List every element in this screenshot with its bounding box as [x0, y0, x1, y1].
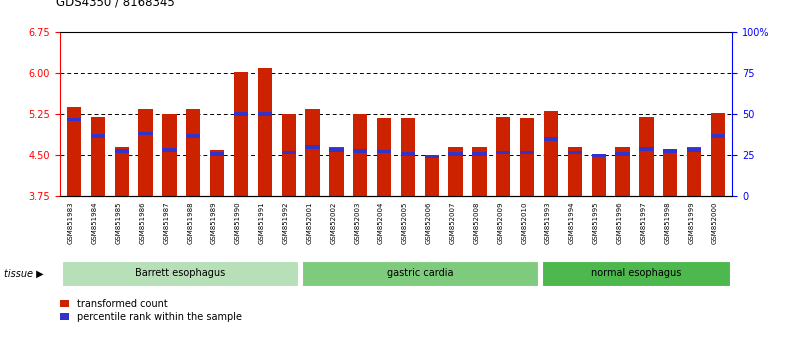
Legend: transformed count, percentile rank within the sample: transformed count, percentile rank withi…: [57, 295, 246, 326]
Text: GSM851993: GSM851993: [545, 201, 551, 244]
Text: GSM851989: GSM851989: [211, 201, 217, 244]
Bar: [258, 68, 272, 196]
Text: GSM851991: GSM851991: [259, 201, 265, 244]
Bar: [496, 117, 510, 196]
Text: GSM852009: GSM852009: [498, 201, 503, 244]
Bar: [472, 153, 486, 156]
Bar: [639, 117, 654, 196]
Text: GSM851992: GSM851992: [283, 201, 289, 244]
Bar: [663, 149, 677, 153]
Text: GSM851984: GSM851984: [92, 201, 98, 244]
Bar: [282, 114, 296, 196]
Bar: [67, 118, 81, 121]
Text: GSM851997: GSM851997: [641, 201, 646, 244]
Text: GSM852005: GSM852005: [402, 201, 408, 244]
Bar: [542, 261, 731, 286]
Text: GSM851999: GSM851999: [689, 201, 694, 244]
Bar: [258, 112, 272, 116]
Bar: [377, 150, 392, 153]
Bar: [448, 153, 462, 156]
Text: GSM852010: GSM852010: [521, 201, 527, 244]
Bar: [424, 157, 439, 196]
Bar: [353, 149, 368, 153]
Bar: [615, 147, 630, 196]
Bar: [91, 117, 105, 196]
Text: GSM852008: GSM852008: [474, 201, 479, 244]
Bar: [496, 151, 510, 154]
Bar: [448, 147, 462, 196]
Text: GSM851985: GSM851985: [115, 201, 122, 244]
Text: GSM852003: GSM852003: [354, 201, 361, 244]
Bar: [520, 118, 534, 196]
Bar: [306, 145, 320, 149]
Text: Barrett esophagus: Barrett esophagus: [135, 268, 225, 279]
Text: GSM852004: GSM852004: [378, 201, 384, 244]
Bar: [139, 109, 153, 196]
Bar: [139, 132, 153, 135]
Bar: [711, 113, 725, 196]
Bar: [544, 112, 558, 196]
Bar: [330, 148, 344, 152]
Bar: [687, 147, 701, 196]
Text: GSM851996: GSM851996: [617, 201, 622, 244]
Text: GSM852001: GSM852001: [306, 201, 313, 244]
Text: gastric cardia: gastric cardia: [387, 268, 453, 279]
Text: GSM851994: GSM851994: [569, 201, 575, 244]
Bar: [306, 109, 320, 196]
Bar: [520, 151, 534, 154]
Text: tissue ▶: tissue ▶: [4, 268, 44, 279]
Text: GSM851990: GSM851990: [235, 201, 241, 244]
Text: GSM851987: GSM851987: [163, 201, 170, 244]
Bar: [61, 261, 298, 286]
Text: GSM851995: GSM851995: [593, 201, 599, 244]
Bar: [711, 134, 725, 138]
Text: GSM851988: GSM851988: [187, 201, 193, 244]
Bar: [234, 72, 248, 196]
Text: GSM852007: GSM852007: [450, 201, 455, 244]
Bar: [330, 147, 344, 196]
Bar: [162, 148, 177, 152]
Bar: [400, 153, 415, 156]
Bar: [544, 137, 558, 141]
Text: GSM852002: GSM852002: [330, 201, 337, 244]
Bar: [615, 153, 630, 156]
Bar: [67, 107, 81, 196]
Bar: [639, 147, 654, 150]
Bar: [687, 148, 701, 152]
Text: GSM852000: GSM852000: [712, 201, 718, 244]
Bar: [663, 150, 677, 196]
Bar: [162, 114, 177, 196]
Bar: [302, 261, 538, 286]
Bar: [591, 154, 606, 157]
Text: GDS4350 / 8168345: GDS4350 / 8168345: [56, 0, 174, 9]
Bar: [210, 153, 224, 156]
Bar: [234, 112, 248, 116]
Text: normal esophagus: normal esophagus: [591, 268, 681, 279]
Text: GSM851998: GSM851998: [665, 201, 670, 244]
Text: GSM852006: GSM852006: [426, 201, 431, 244]
Bar: [591, 155, 606, 196]
Bar: [568, 151, 582, 154]
Bar: [472, 147, 486, 196]
Bar: [210, 150, 224, 196]
Bar: [424, 155, 439, 158]
Bar: [353, 114, 368, 196]
Bar: [91, 134, 105, 138]
Bar: [186, 109, 201, 196]
Bar: [400, 118, 415, 196]
Bar: [377, 118, 392, 196]
Bar: [186, 134, 201, 138]
Text: GSM851983: GSM851983: [68, 201, 74, 244]
Bar: [115, 149, 129, 153]
Bar: [568, 147, 582, 196]
Text: GSM851986: GSM851986: [139, 201, 146, 244]
Bar: [282, 151, 296, 154]
Bar: [115, 147, 129, 196]
